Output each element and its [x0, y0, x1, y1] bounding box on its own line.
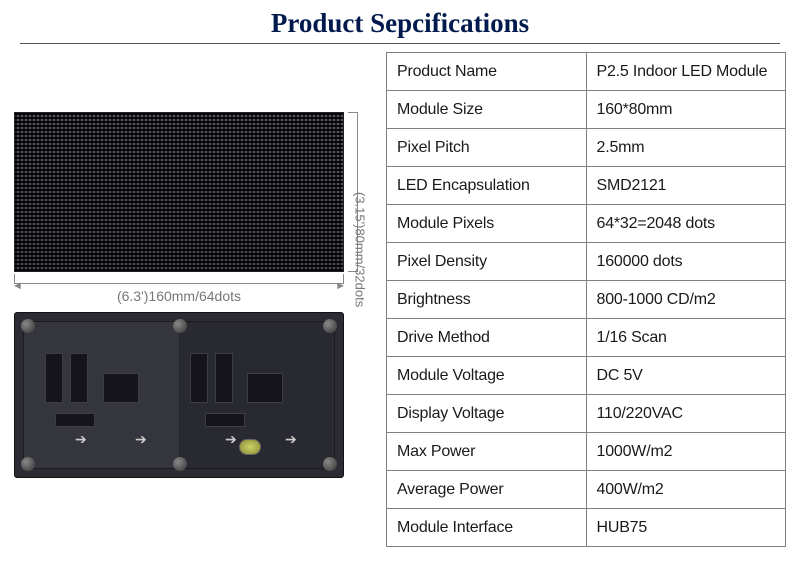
spec-value: 160*80mm — [586, 91, 786, 129]
page-title: Product Sepcifications — [14, 8, 786, 39]
spec-value: DC 5V — [586, 357, 786, 395]
spec-value: 400W/m2 — [586, 471, 786, 509]
spec-value: HUB75 — [586, 509, 786, 547]
spec-label: Pixel Density — [387, 243, 587, 281]
spec-label: Drive Method — [387, 319, 587, 357]
spec-label: Average Power — [387, 471, 587, 509]
spec-label: Module Interface — [387, 509, 587, 547]
table-row: Pixel Pitch2.5mm — [387, 129, 786, 167]
spec-label: Pixel Pitch — [387, 129, 587, 167]
table-row: Pixel Density160000 dots — [387, 243, 786, 281]
title-underline — [20, 43, 780, 44]
table-row: Product NameP2.5 Indoor LED Module — [387, 53, 786, 91]
width-dimension-label: (6.3')160mm/64dots — [14, 288, 344, 304]
spec-label: Module Pixels — [387, 205, 587, 243]
spec-value: 1/16 Scan — [586, 319, 786, 357]
led-module-back-image: ➔ ➔ ➔ ➔ — [14, 312, 344, 478]
table-row: Module VoltageDC 5V — [387, 357, 786, 395]
spec-value: SMD2121 — [586, 167, 786, 205]
spec-value: 110/220VAC — [586, 395, 786, 433]
spec-label: Max Power — [387, 433, 587, 471]
table-row: Average Power400W/m2 — [387, 471, 786, 509]
table-row: Display Voltage110/220VAC — [387, 395, 786, 433]
table-row: Brightness800-1000 CD/m2 — [387, 281, 786, 319]
specifications-table: Product NameP2.5 Indoor LED Module Modul… — [386, 52, 786, 547]
product-images-column: (3.15')80mm/32dots ◄► (6.3')160mm/64dots — [14, 52, 376, 547]
spec-label: Display Voltage — [387, 395, 587, 433]
spec-label: Brightness — [387, 281, 587, 319]
spec-value: P2.5 Indoor LED Module — [586, 53, 786, 91]
spec-label: Module Size — [387, 91, 587, 129]
spec-table-body: Product NameP2.5 Indoor LED Module Modul… — [387, 53, 786, 547]
height-dimension-label: (3.15')80mm/32dots — [353, 192, 368, 307]
width-dimension: ◄► (6.3')160mm/64dots — [14, 276, 344, 304]
spec-label: LED Encapsulation — [387, 167, 587, 205]
spec-value: 1000W/m2 — [586, 433, 786, 471]
spec-value: 800-1000 CD/m2 — [586, 281, 786, 319]
spec-label: Module Voltage — [387, 357, 587, 395]
table-row: Module InterfaceHUB75 — [387, 509, 786, 547]
table-row: LED EncapsulationSMD2121 — [387, 167, 786, 205]
front-image-area: (3.15')80mm/32dots ◄► (6.3')160mm/64dots — [14, 112, 376, 478]
spec-value: 160000 dots — [586, 243, 786, 281]
spec-sheet: Product Sepcifications (3.15')80mm/32dot… — [0, 0, 800, 568]
height-dimension: (3.15')80mm/32dots — [350, 112, 370, 272]
spec-label: Product Name — [387, 53, 587, 91]
table-row: Module Size160*80mm — [387, 91, 786, 129]
led-module-front-image — [14, 112, 344, 272]
spec-value: 2.5mm — [586, 129, 786, 167]
table-row: Module Pixels64*32=2048 dots — [387, 205, 786, 243]
table-row: Drive Method1/16 Scan — [387, 319, 786, 357]
content-row: (3.15')80mm/32dots ◄► (6.3')160mm/64dots — [14, 52, 786, 547]
table-row: Max Power1000W/m2 — [387, 433, 786, 471]
spec-value: 64*32=2048 dots — [586, 205, 786, 243]
